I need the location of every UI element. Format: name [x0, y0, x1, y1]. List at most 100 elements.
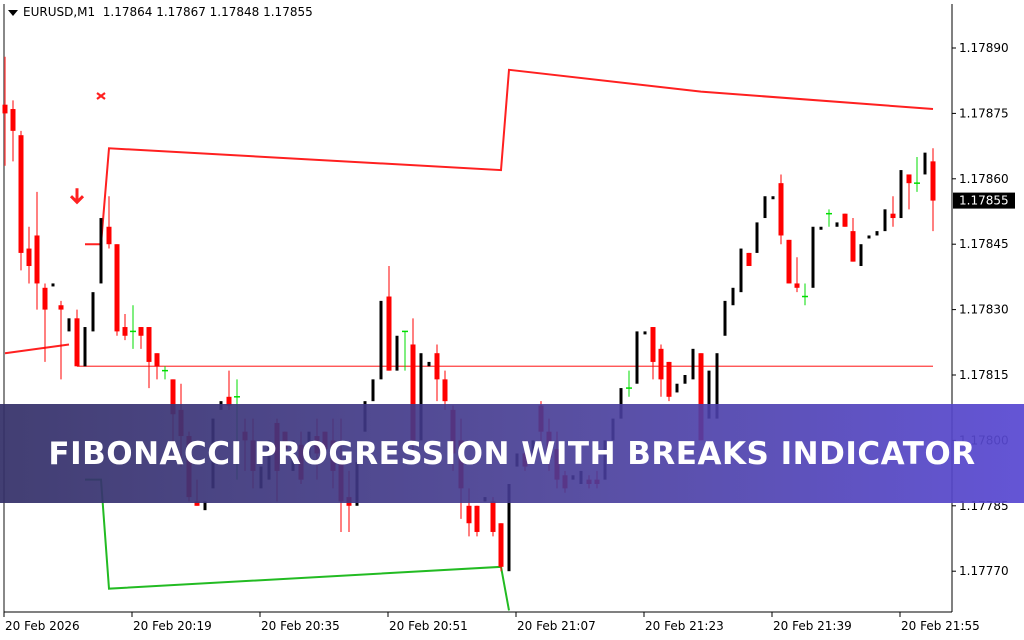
candle [763, 196, 767, 219]
price-tick-label: 1.17875 [959, 106, 1009, 120]
candle [26, 226, 32, 284]
candle [930, 148, 936, 232]
candle-body [811, 226, 815, 288]
candle [434, 344, 440, 402]
candle-body [114, 244, 120, 332]
candle [226, 370, 232, 410]
candle [739, 248, 743, 293]
price-tick-label: 1.17860 [959, 172, 1009, 186]
candle-body [723, 300, 727, 336]
candle-body [83, 327, 87, 367]
candle [91, 292, 95, 332]
candle [619, 388, 623, 419]
current-price-box [953, 192, 1015, 209]
candle-body [906, 174, 912, 184]
chart-header: EURUSD,M1 1.17864 1.17867 1.17848 1.1785… [8, 5, 313, 19]
title-banner: FIBONACCI PROGRESSION WITH BREAKS INDICA… [0, 404, 1024, 503]
candle-body [146, 327, 152, 362]
candle [106, 196, 112, 249]
symbol-label: EURUSD,M1 [23, 5, 96, 19]
candle [859, 244, 863, 266]
current-price-label: 1.17855 [959, 194, 1009, 208]
candle-body [203, 501, 207, 511]
candle [379, 300, 383, 380]
candle-body [691, 348, 695, 380]
candle [402, 330, 408, 371]
candle [442, 370, 448, 410]
candle-body [923, 152, 927, 175]
candle-body [2, 104, 8, 114]
candle-body [442, 379, 448, 402]
candle-body [890, 213, 896, 219]
candle [875, 231, 879, 236]
candle [2, 56, 8, 166]
candle [786, 239, 792, 284]
collapse-triangle-icon[interactable] [8, 9, 18, 16]
candle [835, 222, 839, 227]
candle [99, 218, 103, 284]
candle-body [867, 235, 871, 239]
price-tick-label: 1.17830 [959, 303, 1009, 317]
candle-body [434, 353, 440, 380]
candle-body [731, 287, 735, 306]
candle [162, 366, 168, 380]
candle-body [410, 344, 416, 441]
candle-body [226, 396, 232, 406]
candle [842, 213, 848, 227]
candle-body [794, 283, 800, 288]
candle-body [170, 379, 176, 415]
candle [650, 327, 656, 380]
candle [419, 353, 423, 441]
candle [490, 497, 496, 537]
price-tick-label: 1.17815 [959, 368, 1009, 382]
candle [203, 501, 207, 511]
time-tick-label: 20 Feb 20:51 [389, 619, 468, 633]
price-tick-label: 1.17890 [959, 41, 1009, 55]
candle-body [99, 218, 103, 284]
candle-body [474, 505, 480, 532]
candle [146, 327, 152, 389]
candle [802, 283, 808, 306]
candle-body [51, 283, 55, 287]
candle-body [619, 388, 623, 419]
candle [18, 130, 24, 271]
candle [746, 252, 752, 266]
time-tick-label: 20 Feb 20:19 [133, 619, 212, 633]
candle [58, 300, 64, 380]
candle-body [371, 379, 375, 402]
candle-body [683, 375, 687, 384]
candle-body [34, 235, 40, 284]
candle [498, 523, 504, 572]
candle-body [746, 252, 752, 266]
candle [635, 331, 639, 384]
candle-body [91, 292, 95, 332]
candle [10, 100, 16, 162]
time-tick-label: 20 Feb 20:35 [261, 619, 340, 633]
candle [771, 196, 775, 200]
candle-body [930, 161, 936, 201]
candle-body [755, 222, 759, 253]
candle-body [666, 361, 672, 397]
candle [826, 209, 832, 227]
candle-body [498, 523, 504, 567]
candle [906, 174, 912, 210]
candle [811, 226, 815, 288]
candle [51, 283, 55, 287]
banner-title: FIBONACCI PROGRESSION WITH BREAKS INDICA… [48, 435, 976, 472]
candle-body [194, 501, 200, 506]
candle-body [658, 348, 664, 380]
candle-body [122, 327, 128, 336]
candle-body [763, 196, 767, 219]
candle-body [771, 196, 775, 200]
candle-body [675, 383, 679, 393]
candle [731, 287, 735, 306]
candle [899, 170, 903, 219]
candle-body [715, 353, 719, 419]
candle [507, 484, 511, 572]
candle [707, 370, 711, 419]
candle [914, 157, 920, 192]
candle-body [643, 331, 647, 335]
candle-body [707, 370, 711, 419]
price-tick-label: 1.17770 [959, 564, 1009, 578]
